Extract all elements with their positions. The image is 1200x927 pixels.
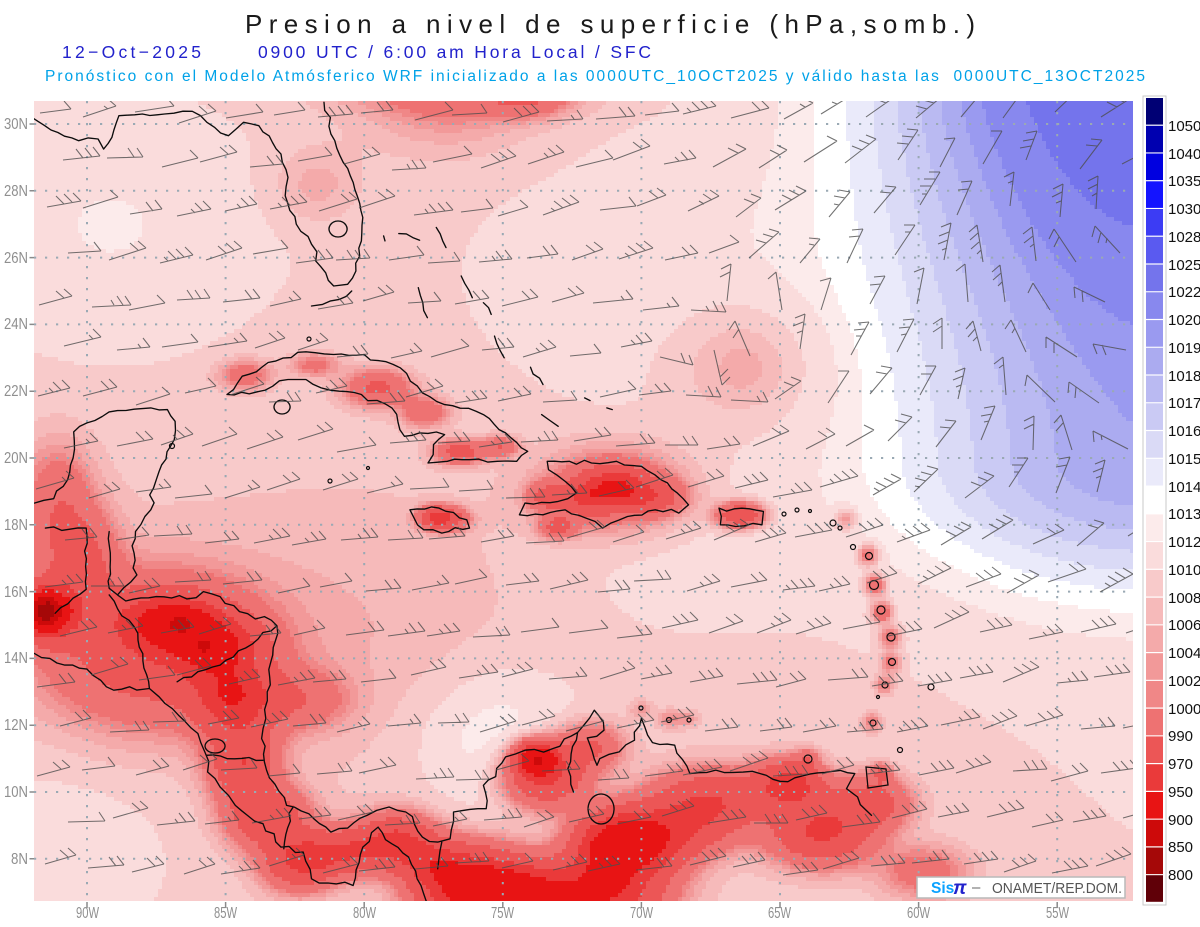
svg-text:24N: 24N [4,316,28,333]
svg-text:85W: 85W [214,905,237,922]
svg-text:Sis: Sis [931,880,954,897]
svg-text:1018: 1018 [1168,368,1200,385]
svg-text:1030: 1030 [1168,201,1200,218]
svg-text:90W: 90W [76,905,99,922]
svg-text:1050: 1050 [1168,118,1200,135]
svg-text:22N: 22N [4,383,28,400]
svg-text:1000: 1000 [1168,701,1200,718]
svg-text:–: – [972,879,981,896]
svg-text:1012: 1012 [1168,534,1200,551]
svg-text:16N: 16N [4,584,28,601]
svg-text:12N: 12N [4,717,28,734]
svg-text:1016: 1016 [1168,423,1200,440]
svg-text:1006: 1006 [1168,617,1200,634]
svg-text:1025: 1025 [1168,257,1200,274]
svg-text:1002: 1002 [1168,673,1200,690]
svg-text:1008: 1008 [1168,590,1200,607]
svg-text:30N: 30N [4,116,28,133]
svg-text:1013: 1013 [1168,506,1200,523]
svg-text:ONAMET/REP.DOM.: ONAMET/REP.DOM. [992,881,1122,897]
svg-text:60W: 60W [907,905,930,922]
svg-text:1022: 1022 [1168,284,1200,301]
svg-text:14N: 14N [4,650,28,667]
svg-text:π: π [953,878,967,899]
svg-text:0900 UTC / 6:00 am Hora Local: 0900 UTC / 6:00 am Hora Local / SFC [258,42,651,62]
svg-text:26N: 26N [4,250,28,267]
svg-text:8N: 8N [11,851,28,868]
svg-text:Presion a nivel de superficie: Presion a nivel de superficie (hPa,somb.… [245,9,975,39]
svg-text:900: 900 [1168,812,1193,829]
svg-text:1035: 1035 [1168,173,1200,190]
svg-text:12−Oct−2025: 12−Oct−2025 [62,42,201,62]
svg-text:970: 970 [1168,756,1193,773]
svg-text:1004: 1004 [1168,645,1200,662]
svg-text:1017: 1017 [1168,395,1200,412]
svg-text:18N: 18N [4,517,28,534]
svg-text:1020: 1020 [1168,312,1200,329]
svg-text:75W: 75W [491,905,514,922]
svg-text:28N: 28N [4,183,28,200]
svg-text:80W: 80W [353,905,376,922]
svg-text:1019: 1019 [1168,340,1200,357]
svg-text:70W: 70W [630,905,653,922]
svg-text:1028: 1028 [1168,229,1200,246]
svg-text:950: 950 [1168,784,1193,801]
svg-text:1015: 1015 [1168,451,1200,468]
svg-text:850: 850 [1168,839,1193,856]
svg-text:65W: 65W [768,905,791,922]
svg-text:20N: 20N [4,450,28,467]
svg-text:1040: 1040 [1168,146,1200,163]
svg-text:990: 990 [1168,728,1193,745]
svg-text:1010: 1010 [1168,562,1200,579]
svg-text:1014: 1014 [1168,479,1200,496]
svg-text:10N: 10N [4,784,28,801]
svg-text:800: 800 [1168,867,1193,884]
svg-text:55W: 55W [1046,905,1069,922]
